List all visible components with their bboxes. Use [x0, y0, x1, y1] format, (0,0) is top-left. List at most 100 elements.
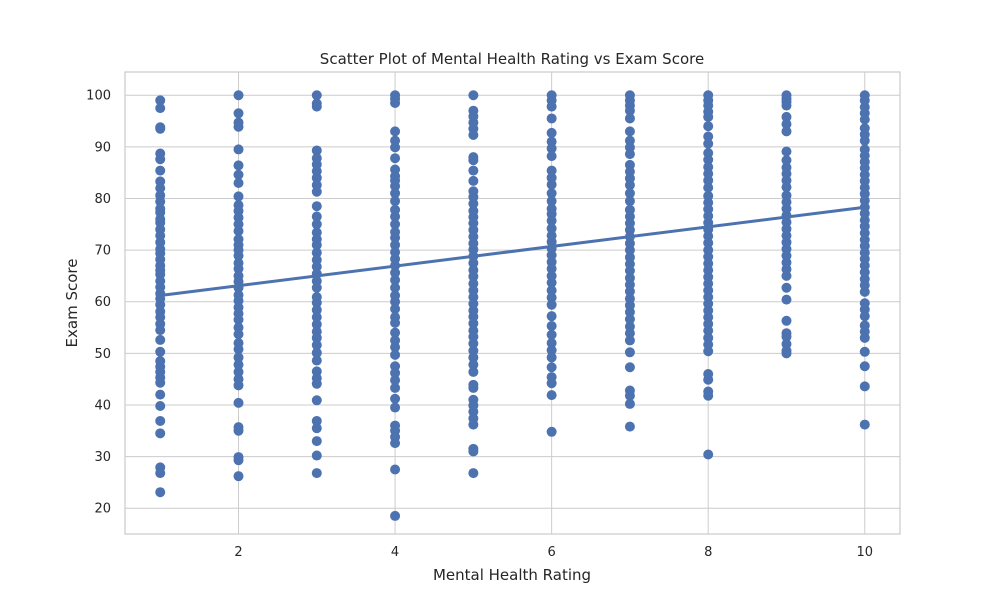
data-point: [390, 260, 401, 271]
data-point: [311, 347, 322, 358]
data-point: [546, 352, 557, 363]
data-point: [390, 375, 401, 386]
data-point: [233, 329, 244, 340]
data-point: [624, 307, 635, 318]
data-point: [859, 381, 870, 392]
data-point: [311, 436, 322, 447]
data-point: [781, 270, 792, 281]
data-point: [155, 95, 166, 106]
data-point: [546, 215, 557, 226]
data-point: [390, 239, 401, 250]
data-point: [311, 101, 322, 112]
data-point: [390, 282, 401, 293]
data-point: [311, 201, 322, 212]
data-point: [624, 314, 635, 325]
data-point: [703, 131, 714, 142]
data-point: [155, 196, 166, 207]
data-point: [546, 345, 557, 356]
data-point: [233, 191, 244, 202]
data-point: [233, 177, 244, 188]
data-point: [859, 332, 870, 343]
data-point: [468, 468, 479, 479]
data-point: [781, 100, 792, 111]
data-point: [390, 142, 401, 153]
data-point: [546, 329, 557, 340]
data-point: [546, 179, 557, 190]
data-point: [390, 464, 401, 475]
data-point: [390, 393, 401, 404]
data-point: [311, 340, 322, 351]
data-point: [624, 126, 635, 137]
data-point: [155, 154, 166, 165]
data-point: [468, 419, 479, 430]
data-point: [546, 378, 557, 389]
x-tick-label: 2: [234, 545, 242, 560]
data-point: [468, 352, 479, 363]
data-point: [311, 239, 322, 250]
data-point: [390, 327, 401, 338]
data-point: [546, 223, 557, 234]
data-point: [311, 268, 322, 279]
data-point: [233, 250, 244, 261]
y-tick-label: 40: [94, 398, 111, 413]
data-point: [468, 446, 479, 457]
data-point: [311, 355, 322, 366]
y-tick-label: 50: [94, 347, 111, 362]
data-point: [859, 311, 870, 322]
data-point: [233, 144, 244, 155]
data-point: [390, 97, 401, 108]
regression-line: [158, 205, 867, 298]
data-point: [390, 342, 401, 353]
data-point: [546, 299, 557, 310]
data-point: [233, 359, 244, 370]
data-point: [311, 468, 322, 479]
data-point: [781, 348, 792, 359]
ticks-layer: 2 4 6 8 10 20 30 40 50 60 70 80 90 100: [86, 89, 873, 560]
data-point: [311, 450, 322, 461]
data-point: [624, 286, 635, 297]
data-point: [311, 395, 322, 406]
data-point: [703, 325, 714, 336]
data-point: [155, 487, 166, 498]
data-point: [311, 261, 322, 272]
data-point: [703, 121, 714, 132]
data-point: [233, 314, 244, 325]
data-point: [468, 129, 479, 140]
data-point: [468, 175, 479, 186]
data-point: [546, 320, 557, 331]
data-point: [781, 111, 792, 122]
data-point: [468, 165, 479, 176]
data-point: [233, 471, 244, 482]
data-point: [546, 292, 557, 303]
data-point: [468, 155, 479, 166]
data-point: [390, 296, 401, 307]
data-point: [781, 146, 792, 157]
data-point: [781, 182, 792, 193]
data-point: [311, 297, 322, 308]
x-tick-label: 8: [704, 545, 712, 560]
data-point: [390, 181, 401, 192]
data-point: [703, 374, 714, 385]
data-point: [546, 151, 557, 162]
x-tick-label: 6: [548, 545, 556, 560]
data-point: [233, 108, 244, 119]
y-tick-label: 70: [94, 244, 111, 259]
data-point: [311, 282, 322, 293]
data-point: [781, 126, 792, 137]
line-layer: [158, 205, 867, 298]
data-point: [468, 359, 479, 370]
data-point: [155, 123, 166, 134]
data-point: [624, 245, 635, 256]
data-point: [859, 135, 870, 146]
data-point: [311, 319, 322, 330]
y-tick-label: 20: [94, 502, 111, 517]
data-point: [390, 126, 401, 137]
data-point: [311, 247, 322, 258]
data-point: [233, 425, 244, 436]
data-point: [390, 438, 401, 449]
data-point: [468, 366, 479, 377]
data-point: [468, 198, 479, 209]
data-point: [546, 285, 557, 296]
data-point: [233, 90, 244, 101]
data-point: [859, 346, 870, 357]
